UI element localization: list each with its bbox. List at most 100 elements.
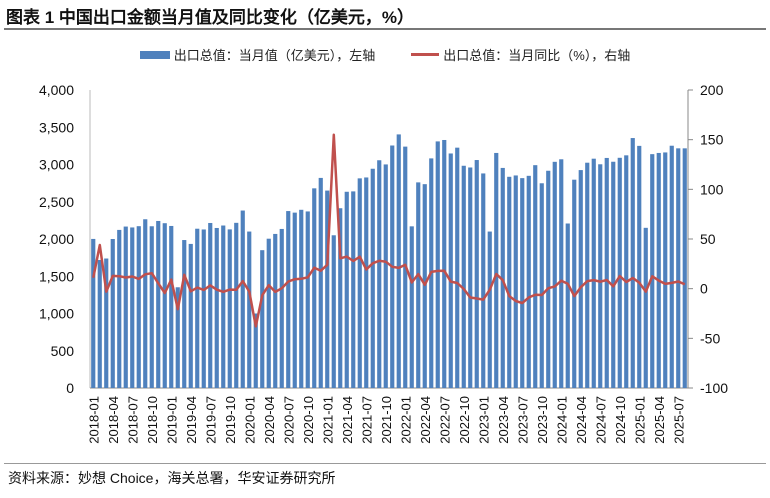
bar xyxy=(149,226,154,388)
bar xyxy=(669,145,674,388)
bar xyxy=(234,222,239,388)
x-tick-label: 2024-01 xyxy=(554,396,569,444)
bar xyxy=(110,239,115,388)
left-tick-label: 3,500 xyxy=(39,119,74,135)
bar xyxy=(338,208,343,388)
legend-label-bar: 出口总值：当月值（亿美元），左轴 xyxy=(173,48,376,63)
x-tick-label: 2025-04 xyxy=(652,396,667,444)
x-tick-label: 2018-04 xyxy=(106,396,121,444)
left-tick-label: 1,500 xyxy=(39,268,74,284)
bar xyxy=(624,155,629,388)
bar xyxy=(533,165,538,388)
bar xyxy=(611,161,616,388)
bar xyxy=(136,226,141,388)
bar xyxy=(637,145,642,388)
x-tick-label: 2022-01 xyxy=(398,396,413,444)
bar xyxy=(442,139,447,388)
bar xyxy=(617,157,622,388)
bar xyxy=(481,173,486,388)
bar xyxy=(182,240,187,388)
x-tick-label: 2021-01 xyxy=(320,396,335,444)
bar xyxy=(455,147,460,388)
x-tick-label: 2025-01 xyxy=(632,396,647,444)
bar xyxy=(331,235,336,388)
left-tick-label: 1,000 xyxy=(39,306,74,322)
bar xyxy=(559,159,564,388)
left-tick-label: 4,000 xyxy=(39,82,74,98)
chart-title: 图表 1 中国出口金额当月值及同比变化（亿美元，%） xyxy=(6,8,415,27)
left-tick-label: 0 xyxy=(66,380,74,396)
bar xyxy=(240,210,245,388)
x-tick-label: 2018-07 xyxy=(125,396,140,444)
right-tick-label: 200 xyxy=(700,82,724,98)
x-tick-label: 2021-10 xyxy=(379,396,394,444)
bar xyxy=(676,148,681,388)
title-divider xyxy=(4,28,766,30)
x-tick-label: 2025-07 xyxy=(671,396,686,444)
bar xyxy=(156,220,161,388)
right-tick-label: 0 xyxy=(700,281,708,297)
bar xyxy=(195,228,200,388)
right-tick-label: -100 xyxy=(700,380,728,396)
bar xyxy=(682,148,687,388)
bar xyxy=(396,134,401,388)
bar xyxy=(279,228,284,388)
bar xyxy=(520,178,525,388)
x-tick-label: 2018-01 xyxy=(86,396,101,444)
bar xyxy=(325,190,330,388)
source-note: 资料来源：妙想 Choice，海关总署，华安证券研究所 xyxy=(8,470,336,486)
legend-item-bar: 出口总值：当月值（亿美元），左轴 xyxy=(139,45,376,64)
bar xyxy=(546,170,551,388)
x-tick-label: 2020-07 xyxy=(281,396,296,444)
left-tick-label: 500 xyxy=(51,343,75,359)
left-tick-label: 2,000 xyxy=(39,231,74,247)
bar xyxy=(123,226,128,388)
bar xyxy=(175,287,180,388)
bar xyxy=(299,209,304,388)
bar xyxy=(188,243,193,388)
legend-label-line: 出口总值：当月同比（%），右轴 xyxy=(443,48,631,63)
left-tick-label: 2,500 xyxy=(39,194,74,210)
bar xyxy=(214,227,219,388)
x-tick-label: 2024-07 xyxy=(593,396,608,444)
bar xyxy=(351,191,356,388)
bar xyxy=(448,153,453,388)
bar xyxy=(487,231,492,388)
bar xyxy=(370,168,375,388)
bar xyxy=(656,152,661,388)
right-tick-label: 50 xyxy=(700,231,716,247)
right-tick-label: 100 xyxy=(700,181,724,197)
bar xyxy=(266,238,271,388)
bar xyxy=(468,167,473,388)
bar xyxy=(604,157,609,388)
bar xyxy=(318,177,323,388)
bar xyxy=(630,138,635,388)
bar xyxy=(585,162,590,388)
yoy-line xyxy=(92,133,686,328)
bar xyxy=(357,178,362,388)
bar xyxy=(578,170,583,388)
x-tick-label: 2023-04 xyxy=(496,396,511,444)
right-tick-label: -50 xyxy=(700,330,720,346)
bar xyxy=(565,223,570,388)
bar xyxy=(253,313,258,388)
bar xyxy=(416,182,421,388)
x-tick-label: 2019-10 xyxy=(223,396,238,444)
bar xyxy=(344,191,349,388)
bar xyxy=(409,226,414,388)
x-tick-label: 2022-07 xyxy=(437,396,452,444)
bar xyxy=(97,260,102,388)
bar xyxy=(208,222,213,388)
x-tick-label: 2020-10 xyxy=(301,396,316,444)
bar xyxy=(643,227,648,388)
bar xyxy=(364,177,369,388)
bar xyxy=(169,225,174,388)
x-tick-label: 2019-01 xyxy=(164,396,179,444)
bar xyxy=(201,229,206,388)
x-tick-label: 2019-04 xyxy=(184,396,199,444)
x-tick-label: 2020-04 xyxy=(262,396,277,444)
x-tick-label: 2023-01 xyxy=(476,396,491,444)
x-tick-label: 2019-07 xyxy=(203,396,218,444)
